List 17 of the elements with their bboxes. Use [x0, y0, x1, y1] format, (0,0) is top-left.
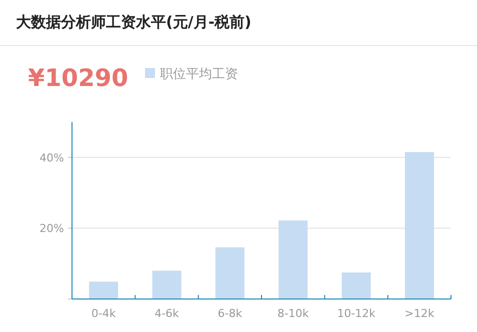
x-tick-label: 8-10k [277, 307, 310, 320]
bar [89, 282, 118, 299]
bar [404, 152, 434, 299]
chart-title: 大数据分析师工资水平(元/月-税前) [16, 13, 252, 31]
bar [152, 270, 182, 299]
text: ¥10290 [28, 64, 128, 92]
bar [215, 247, 244, 299]
legend-label: 职位平均工资 [160, 67, 238, 82]
x-tick-label: 6-8k [218, 307, 243, 320]
x-tick-label: 10-12k [337, 307, 376, 320]
x-tick-label: 4-6k [154, 307, 180, 320]
x-tick-label: >12k [404, 307, 435, 320]
bar [342, 272, 371, 299]
x-tick-label: 0-4k [91, 307, 116, 320]
y-tick-label: 40% [40, 151, 64, 164]
y-tick-label: 20% [40, 222, 64, 236]
bar [278, 220, 308, 299]
